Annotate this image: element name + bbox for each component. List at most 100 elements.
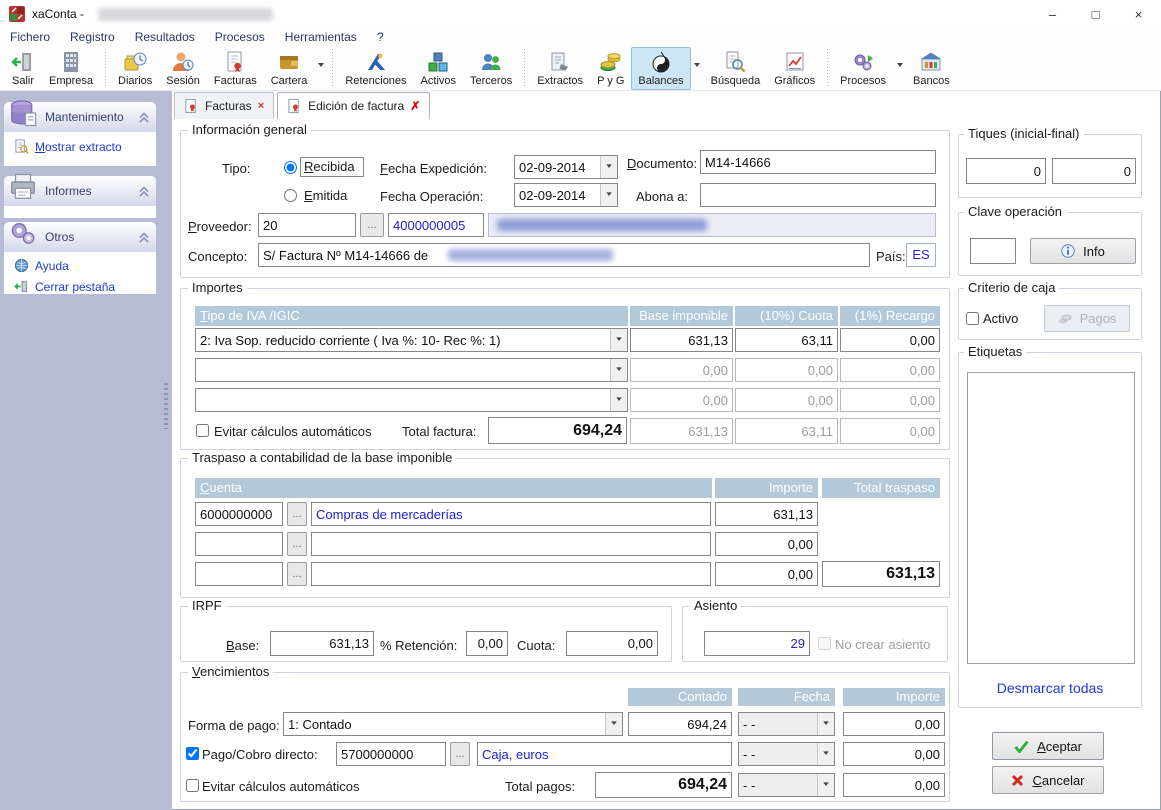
fecha-operacion-select[interactable]: 02-09-2014 bbox=[514, 183, 618, 207]
toolbar-facturas[interactable]: Facturas bbox=[207, 47, 264, 90]
chevron-down-icon[interactable] bbox=[610, 389, 627, 411]
cuenta-descripcion-input-2[interactable] bbox=[311, 532, 711, 556]
pago-directo-checkbox[interactable] bbox=[186, 747, 199, 760]
pago-directo-descripcion-input[interactable] bbox=[477, 742, 732, 766]
importe-input-2[interactable] bbox=[843, 742, 945, 766]
tab-close-icon[interactable]: ✗ bbox=[410, 99, 421, 113]
sidebar-item-mostrar-extracto[interactable]: Mostrar extracto bbox=[4, 136, 156, 157]
procesos-dropdown-arrow[interactable] bbox=[893, 47, 906, 90]
desmarcar-todas-link[interactable]: Desmarcar todas bbox=[996, 680, 1104, 696]
pago-directo-lookup-button[interactable]: ... bbox=[450, 742, 470, 766]
base-imponible-input-2[interactable] bbox=[630, 358, 733, 382]
base-imponible-input-1[interactable] bbox=[630, 328, 733, 352]
collapse-chevron-icon[interactable] bbox=[139, 112, 149, 123]
no-crear-asiento-checkbox[interactable] bbox=[818, 637, 831, 650]
collapse-chevron-icon[interactable] bbox=[139, 232, 149, 243]
toolbar-diarios[interactable]: Diarios bbox=[111, 47, 159, 90]
chevron-down-icon[interactable] bbox=[817, 743, 834, 765]
cuenta-lookup-button-1[interactable]: ... bbox=[287, 502, 307, 526]
base-imponible-input-3[interactable] bbox=[630, 388, 733, 412]
recargo-input-2[interactable] bbox=[840, 358, 940, 382]
chevron-down-icon[interactable] bbox=[817, 713, 834, 735]
documento-input[interactable] bbox=[700, 150, 936, 174]
chevron-down-icon[interactable] bbox=[610, 329, 627, 351]
irpf-base-input[interactable] bbox=[270, 631, 374, 656]
traspaso-importe-input-1[interactable] bbox=[715, 502, 818, 526]
contado-input[interactable] bbox=[628, 712, 732, 736]
chevron-down-icon[interactable] bbox=[600, 184, 617, 206]
cuenta-lookup-button-3[interactable]: ... bbox=[287, 562, 307, 586]
sidebar-header-otros[interactable]: Otros bbox=[4, 222, 156, 252]
cartera-dropdown-arrow[interactable] bbox=[314, 47, 327, 90]
clave-operacion-input[interactable] bbox=[970, 238, 1016, 264]
sidebar-item-ayuda[interactable]: Ayuda bbox=[4, 255, 156, 276]
iva-tipo-select-2[interactable] bbox=[195, 358, 628, 382]
maximize-button[interactable]: □ bbox=[1091, 7, 1100, 22]
concepto-input[interactable] bbox=[258, 243, 870, 267]
chevron-down-icon[interactable] bbox=[605, 713, 622, 735]
pago-directo-cuenta-input[interactable] bbox=[336, 742, 446, 766]
tab-edicion-de-factura[interactable]: Edición de factura ✗ bbox=[277, 92, 431, 119]
fecha-select-3[interactable]: - - bbox=[738, 773, 835, 797]
toolbar-sesion[interactable]: Sesión bbox=[159, 47, 207, 90]
etiquetas-listbox[interactable] bbox=[967, 372, 1135, 664]
proveedor-lookup-button[interactable]: ... bbox=[360, 213, 384, 237]
recargo-input-1[interactable] bbox=[840, 328, 940, 352]
cuenta-input-3[interactable] bbox=[195, 562, 283, 586]
aceptar-button[interactable]: Aceptar bbox=[992, 732, 1104, 760]
recargo-input-3[interactable] bbox=[840, 388, 940, 412]
asiento-numero-input[interactable] bbox=[704, 631, 810, 656]
sidebar-splitter[interactable] bbox=[160, 91, 172, 810]
menu-herramientas[interactable]: Herramientas bbox=[284, 30, 357, 44]
pais-input[interactable]: ES bbox=[906, 243, 936, 267]
iva-tipo-select-1[interactable]: 2: Iva Sop. reducido corriente ( Iva %: … bbox=[195, 328, 628, 352]
tique-final-input[interactable] bbox=[1052, 158, 1136, 184]
toolbar-extractos[interactable]: Extractos bbox=[530, 47, 590, 90]
close-button[interactable]: × bbox=[1134, 7, 1143, 22]
abona-a-input[interactable] bbox=[700, 183, 936, 207]
cuenta-descripcion-input-1[interactable] bbox=[311, 502, 711, 526]
toolbar-graficos[interactable]: Gráficos bbox=[767, 47, 822, 90]
menu-procesos[interactable]: Procesos bbox=[214, 30, 265, 44]
chevron-down-icon[interactable] bbox=[817, 774, 834, 796]
toolbar-empresa[interactable]: Empresa bbox=[42, 47, 100, 90]
menu-resultados[interactable]: Resultados bbox=[134, 30, 195, 44]
importe-input-3[interactable] bbox=[843, 773, 945, 797]
chevron-down-icon[interactable] bbox=[610, 359, 627, 381]
cuenta-input-1[interactable] bbox=[195, 502, 283, 526]
toolbar-salir[interactable]: Salir bbox=[4, 47, 42, 90]
cuota-input-3[interactable] bbox=[735, 388, 838, 412]
proveedor-cuenta-input[interactable] bbox=[388, 213, 484, 237]
cuenta-lookup-button-2[interactable]: ... bbox=[287, 532, 307, 556]
menu-ayuda[interactable]: ? bbox=[376, 30, 384, 44]
emitida-radio[interactable] bbox=[284, 189, 297, 202]
toolbar-cartera[interactable]: Cartera bbox=[264, 47, 315, 90]
forma-pago-select[interactable]: 1: Contado bbox=[283, 712, 623, 736]
criterio-activo-checkbox[interactable] bbox=[966, 312, 979, 325]
tique-inicial-input[interactable] bbox=[966, 158, 1046, 184]
sidebar-item-cerrar-pestana[interactable]: Cerrar pestaña bbox=[4, 276, 156, 297]
irpf-cuota-input[interactable] bbox=[566, 631, 658, 656]
importe-input-1[interactable] bbox=[843, 712, 945, 736]
balances-dropdown-arrow[interactable] bbox=[691, 47, 704, 90]
cancelar-button[interactable]: Cancelar bbox=[992, 766, 1104, 794]
toolbar-activos[interactable]: Activos bbox=[414, 47, 463, 90]
toolbar-busqueda[interactable]: Búsqueda bbox=[704, 47, 768, 90]
irpf-retencion-input[interactable] bbox=[466, 631, 508, 656]
fecha-select-2[interactable]: - - bbox=[738, 742, 835, 766]
recibida-radio[interactable] bbox=[284, 161, 297, 174]
chevron-down-icon[interactable] bbox=[600, 156, 617, 178]
cuenta-descripcion-input-3[interactable] bbox=[311, 562, 711, 586]
cuota-input-2[interactable] bbox=[735, 358, 838, 382]
traspaso-importe-input-2[interactable] bbox=[715, 532, 818, 556]
fecha-expedicion-select[interactable]: 02-09-2014 bbox=[514, 155, 618, 179]
menu-registro[interactable]: Registro bbox=[70, 30, 115, 44]
toolbar-bancos[interactable]: Bancos bbox=[906, 47, 957, 90]
info-button[interactable]: Info bbox=[1030, 238, 1136, 264]
tab-close-icon[interactable]: × bbox=[257, 100, 265, 112]
tab-facturas[interactable]: Facturas × bbox=[174, 92, 275, 119]
toolbar-procesos[interactable]: Procesos bbox=[833, 47, 893, 90]
pagos-button[interactable]: Pagos bbox=[1044, 305, 1130, 332]
cuenta-input-2[interactable] bbox=[195, 532, 283, 556]
toolbar-terceros[interactable]: Terceros bbox=[463, 47, 519, 90]
